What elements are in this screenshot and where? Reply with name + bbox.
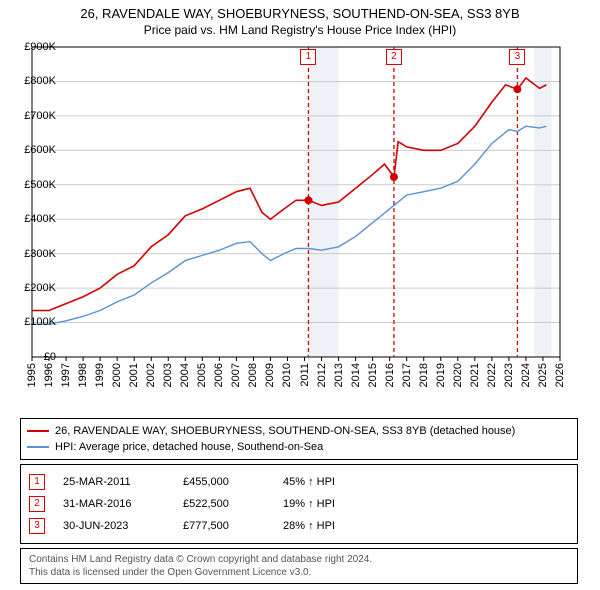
event-delta: 28% ↑ HPI [283, 520, 335, 532]
x-tick-label: 2006 [213, 363, 225, 387]
x-tick-label: 2014 [350, 363, 362, 387]
y-tick-label: £100K [24, 316, 56, 328]
x-tick-label: 2022 [486, 363, 498, 387]
events-table: 1 25-MAR-2011£455,00045% ↑ HPI 2 31-MAR-201… [20, 464, 578, 544]
event-marker-3: 3 [509, 49, 525, 65]
event-date: 30-JUN-2023 [63, 520, 183, 532]
legend-swatch [27, 430, 49, 432]
event-marker-2: 2 [386, 49, 402, 65]
legend-item: HPI: Average price, detached house, Sout… [27, 439, 571, 455]
x-tick-label: 2005 [196, 363, 208, 387]
event-num: 1 [29, 474, 45, 490]
x-tick-label: 2001 [128, 363, 140, 387]
event-row: 3 30-JUN-2023£777,50028% ↑ HPI [29, 515, 569, 537]
event-row: 2 31-MAR-2016£522,50019% ↑ HPI [29, 493, 569, 515]
y-tick-label: £200K [24, 282, 56, 294]
x-tick-label: 2008 [247, 363, 259, 387]
x-tick-label: 2021 [469, 363, 481, 387]
y-tick-label: £500K [24, 179, 56, 191]
x-tick-label: 2010 [281, 363, 293, 387]
x-tick-label: 2000 [111, 363, 123, 387]
chart-title-1: 26, RAVENDALE WAY, SHOEBURYNESS, SOUTHEN… [0, 0, 600, 23]
legend-box: 26, RAVENDALE WAY, SHOEBURYNESS, SOUTHEN… [20, 418, 578, 460]
y-tick-label: £900K [24, 41, 56, 53]
x-tick-label: 2011 [299, 363, 311, 387]
x-tick-label: 1997 [60, 363, 72, 387]
event-delta: 19% ↑ HPI [283, 498, 335, 510]
chart-area: £0£100K£200K£300K£400K£500K£600K£700K£80… [28, 41, 588, 391]
x-tick-label: 2013 [333, 363, 345, 387]
event-row: 1 25-MAR-2011£455,00045% ↑ HPI [29, 471, 569, 493]
event-num: 3 [29, 518, 45, 534]
credits-line-2: This data is licensed under the Open Gov… [29, 566, 569, 579]
x-tick-label: 2019 [435, 363, 447, 387]
legend-label: HPI: Average price, detached house, Sout… [55, 441, 323, 453]
x-tick-label: 1995 [26, 363, 38, 387]
y-tick-label: £300K [24, 248, 56, 260]
x-tick-label: 2018 [418, 363, 430, 387]
event-price: £455,000 [183, 476, 283, 488]
x-tick-label: 2023 [503, 363, 515, 387]
x-tick-label: 2026 [554, 363, 566, 387]
legend-label: 26, RAVENDALE WAY, SHOEBURYNESS, SOUTHEN… [55, 425, 515, 437]
x-tick-label: 1998 [77, 363, 89, 387]
event-date: 25-MAR-2011 [63, 476, 183, 488]
x-tick-label: 2020 [452, 363, 464, 387]
chart-svg [28, 41, 588, 391]
event-price: £777,500 [183, 520, 283, 532]
x-tick-label: 2004 [179, 363, 191, 387]
x-tick-label: 2015 [367, 363, 379, 387]
event-delta: 45% ↑ HPI [283, 476, 335, 488]
legend-swatch [27, 446, 49, 448]
chart-title-2: Price paid vs. HM Land Registry's House … [0, 23, 600, 41]
credits-box: Contains HM Land Registry data © Crown c… [20, 548, 578, 584]
y-tick-label: £700K [24, 110, 56, 122]
x-tick-label: 2012 [316, 363, 328, 387]
x-tick-label: 2003 [162, 363, 174, 387]
x-tick-label: 1996 [43, 363, 55, 387]
credits-line-1: Contains HM Land Registry data © Crown c… [29, 553, 569, 566]
x-tick-label: 1999 [94, 363, 106, 387]
event-price: £522,500 [183, 498, 283, 510]
x-tick-label: 2009 [264, 363, 276, 387]
y-tick-label: £0 [44, 351, 56, 363]
y-tick-label: £800K [24, 75, 56, 87]
event-num: 2 [29, 496, 45, 512]
x-tick-label: 2017 [401, 363, 413, 387]
x-tick-label: 2007 [230, 363, 242, 387]
y-tick-label: £400K [24, 213, 56, 225]
x-tick-label: 2016 [384, 363, 396, 387]
event-marker-1: 1 [300, 49, 316, 65]
y-tick-label: £600K [24, 144, 56, 156]
x-tick-label: 2002 [145, 363, 157, 387]
legend-item: 26, RAVENDALE WAY, SHOEBURYNESS, SOUTHEN… [27, 423, 571, 439]
x-tick-label: 2024 [520, 363, 532, 387]
x-tick-label: 2025 [537, 363, 549, 387]
event-date: 31-MAR-2016 [63, 498, 183, 510]
